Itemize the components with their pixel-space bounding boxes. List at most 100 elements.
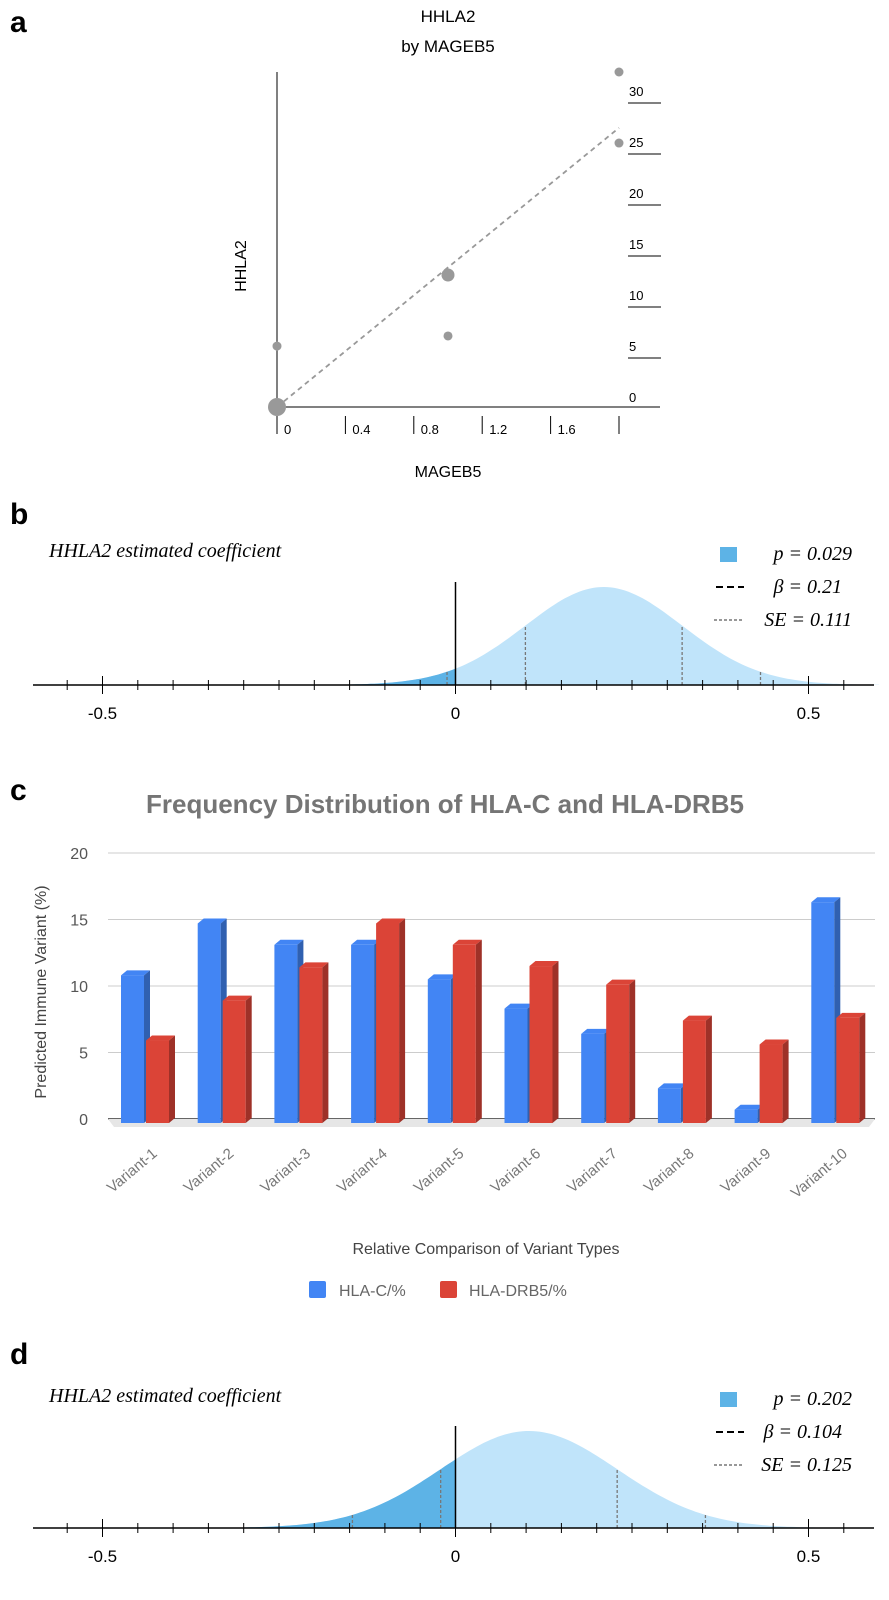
bar-hla-c bbox=[121, 975, 144, 1123]
bar-chart-c: Frequency Distribution of HLA-C and HLA-… bbox=[33, 789, 875, 1300]
y-tick-label: 5 bbox=[629, 339, 636, 354]
x-tick-label: Variant-8 bbox=[641, 1145, 698, 1196]
y-tick-label: 20 bbox=[629, 186, 643, 201]
bar-hla-drb5 bbox=[759, 1044, 783, 1123]
legend-swatch-hla-c bbox=[309, 1281, 326, 1298]
bar-top bbox=[351, 939, 381, 945]
y-tick-label: 15 bbox=[629, 237, 643, 252]
bar-side bbox=[705, 1015, 712, 1123]
x-tick-label: -0.5 bbox=[88, 1547, 117, 1566]
legend-se: SE = 0.125 bbox=[761, 1454, 852, 1476]
x-tick-label: -0.5 bbox=[88, 704, 117, 723]
y-tick-label: 20 bbox=[70, 846, 88, 863]
bar-hla-c bbox=[581, 1033, 605, 1123]
x-tick-label: Variant-4 bbox=[334, 1145, 391, 1196]
x-tick-label: 0 bbox=[451, 1547, 460, 1566]
coef-title: HHLA2 estimated coefficient bbox=[48, 1385, 282, 1407]
data-point bbox=[441, 268, 455, 282]
y-tick-label: 5 bbox=[79, 1046, 88, 1063]
bar-hla-drb5 bbox=[299, 967, 323, 1123]
bar-hla-drb5 bbox=[836, 1017, 860, 1123]
coef-title: HHLA2 estimated coefficient bbox=[48, 540, 282, 562]
bar-hla-c bbox=[427, 979, 451, 1123]
panel-a: a HHLA2 by MAGEB5 0 0.4 0.8 1.2 1.6 MAGEB5 0 5 10 1… bbox=[0, 0, 889, 490]
x-axis-label: MAGEB5 bbox=[415, 464, 482, 481]
x-tick-label: Variant-9 bbox=[717, 1145, 774, 1196]
bar-top bbox=[146, 1035, 175, 1041]
panel-c: c Frequency Distribution of HLA-C and HL… bbox=[0, 760, 889, 1330]
panel-a-letter: a bbox=[10, 6, 27, 39]
x-tick-label: 0 bbox=[451, 704, 460, 723]
density-area bbox=[31, 587, 880, 685]
legend-p: p = 0.029 bbox=[772, 543, 853, 565]
y-axis-label: HHLA2 bbox=[233, 240, 250, 292]
legend-p: p = 0.202 bbox=[772, 1388, 853, 1410]
bar-top bbox=[581, 1028, 611, 1034]
x-tick-label: 1.2 bbox=[489, 422, 507, 437]
data-point bbox=[272, 341, 282, 351]
trend-line bbox=[276, 127, 620, 408]
coefficient-chart-d: HHLA2 estimated coefficient -0.5 0 0.5 p = 0… bbox=[31, 1385, 880, 1566]
bar-side bbox=[399, 918, 406, 1123]
bar-side bbox=[859, 1012, 866, 1123]
bar-hla-drb5 bbox=[529, 966, 553, 1123]
panel-c-letter: c bbox=[10, 774, 27, 807]
y-tick-label: 15 bbox=[70, 913, 88, 930]
data-point bbox=[443, 331, 453, 341]
y-tick-label: 0 bbox=[629, 390, 636, 405]
bar-top bbox=[121, 970, 150, 976]
y-tick-label: 10 bbox=[629, 288, 643, 303]
chart-title: HHLA2 bbox=[421, 7, 476, 26]
x-tick-label: Variant-10 bbox=[788, 1145, 851, 1202]
data-point bbox=[268, 398, 286, 416]
x-axis-label: Relative Comparison of Variant Types bbox=[352, 1241, 619, 1258]
bar-hla-c bbox=[274, 944, 298, 1123]
y-tick-label: 10 bbox=[70, 979, 88, 996]
x-tick-label: 0.8 bbox=[421, 422, 439, 437]
bar-top bbox=[529, 961, 559, 967]
bar-hla-c bbox=[811, 902, 835, 1123]
y-tick-label: 0 bbox=[79, 1112, 88, 1129]
bar-top bbox=[836, 1012, 866, 1018]
legend-label-hla-drb5: HLA-DRB5/% bbox=[469, 1283, 567, 1300]
data-point bbox=[614, 67, 624, 77]
bar-side bbox=[629, 979, 636, 1123]
scatter-chart-a: HHLA2 by MAGEB5 0 0.4 0.8 1.2 1.6 MAGEB5 0 5 10 15 2… bbox=[233, 7, 661, 481]
bar-top bbox=[682, 1015, 712, 1021]
legend-label-hla-c: HLA-C/% bbox=[339, 1283, 406, 1300]
legend-beta: β = 0.21 bbox=[773, 576, 842, 598]
x-tick-label: 1.6 bbox=[558, 422, 576, 437]
panel-d: d HHLA2 estimated coefficient -0.5 0 0.5 p =… bbox=[0, 1330, 889, 1595]
bar-side bbox=[322, 962, 329, 1123]
bar-hla-drb5 bbox=[682, 1020, 706, 1123]
bar-hla-drb5 bbox=[222, 1000, 246, 1123]
legend-se: SE = 0.111 bbox=[764, 609, 852, 631]
panel-d-letter: d bbox=[10, 1338, 29, 1371]
bar-top bbox=[376, 918, 406, 924]
bar-hla-c bbox=[657, 1088, 681, 1123]
bar-side bbox=[552, 961, 559, 1123]
x-tick-label: Variant-6 bbox=[487, 1145, 544, 1196]
x-tick-label: Variant-7 bbox=[564, 1145, 621, 1196]
bar-top bbox=[452, 939, 482, 945]
x-tick-label: 0.4 bbox=[352, 422, 370, 437]
bar-top bbox=[299, 962, 329, 968]
bar-top bbox=[222, 995, 252, 1001]
legend-swatch-p bbox=[720, 1392, 737, 1407]
panel-b-letter: b bbox=[10, 498, 29, 531]
bar-hla-c bbox=[734, 1109, 758, 1123]
chart-title: Frequency Distribution of HLA-C and HLA-… bbox=[146, 789, 744, 819]
x-tick-label: Variant-5 bbox=[411, 1145, 468, 1196]
chart-subtitle: by MAGEB5 bbox=[401, 37, 495, 56]
x-tick-label: 0.5 bbox=[797, 1547, 821, 1566]
y-axis-label: Predicted Immune Variant (%) bbox=[33, 885, 50, 1098]
bar-hla-drb5 bbox=[452, 944, 476, 1123]
bar-hla-drb5 bbox=[376, 923, 400, 1123]
bar-hla-c bbox=[197, 923, 221, 1123]
legend-swatch-p bbox=[720, 547, 737, 562]
bar-top bbox=[811, 897, 841, 903]
y-tick-label: 30 bbox=[629, 84, 643, 99]
x-tick-label: Variant-1 bbox=[104, 1145, 161, 1196]
y-tick-label: 25 bbox=[629, 135, 643, 150]
bar-top bbox=[734, 1104, 764, 1110]
